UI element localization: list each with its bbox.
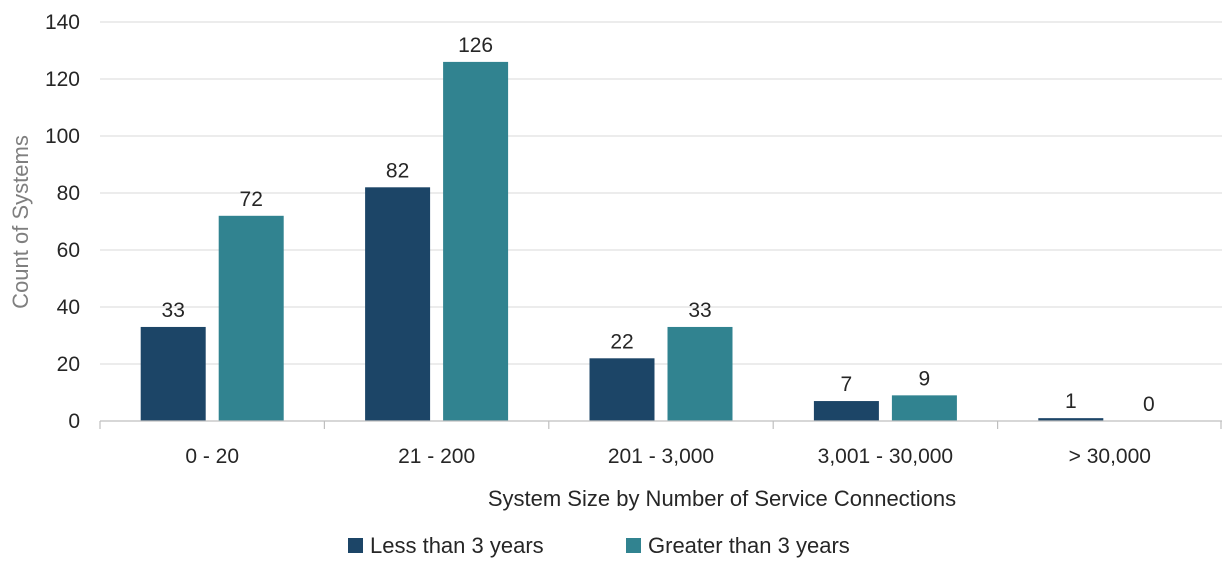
legend-swatch (626, 538, 641, 553)
y-tick-label: 80 (57, 182, 80, 205)
y-axis-title: Count of Systems (8, 135, 33, 309)
bars: 33 72 82 126 22 33 7 9 1 0 (140, 34, 1155, 422)
y-tick-label: 40 (57, 296, 80, 319)
x-tick-label: 3,001 - 30,000 (818, 445, 953, 468)
bar-series-1 (443, 61, 509, 422)
y-tick-label: 20 (57, 353, 80, 376)
x-axis-title: System Size by Number of Service Connect… (488, 486, 956, 511)
bar-series-0 (589, 358, 655, 421)
y-tick-label: 60 (57, 239, 80, 262)
bar-series-0 (140, 326, 206, 421)
x-tick-label: > 30,000 (1069, 445, 1151, 468)
data-label: 9 (919, 367, 931, 390)
y-tick-label: 120 (45, 68, 80, 91)
bar-series-0 (1038, 418, 1104, 421)
data-label: 0 (1143, 393, 1155, 416)
bar-series-1 (891, 395, 957, 421)
x-tick-label: 21 - 200 (398, 445, 475, 468)
x-axis: 0 - 20 21 - 200 201 - 3,000 3,001 - 30,000 >… (99, 420, 1222, 468)
y-tick-label: 0 (68, 410, 80, 433)
y-tick-label: 140 (45, 11, 80, 34)
data-label: 1 (1065, 390, 1077, 413)
data-label: 22 (610, 330, 633, 353)
x-tick-label: 0 - 20 (185, 445, 239, 468)
data-label: 7 (841, 373, 853, 396)
data-label: 33 (162, 299, 185, 322)
data-label: 72 (240, 188, 263, 211)
bar-series-1 (218, 215, 284, 421)
data-label: 82 (386, 159, 409, 182)
y-tick-label: 100 (45, 125, 80, 148)
legend-swatch (348, 538, 363, 553)
legend: Less than 3 years Greater than 3 years (348, 533, 850, 558)
legend-label: Greater than 3 years (648, 533, 850, 558)
bar-series-1 (667, 326, 733, 421)
gridlines (100, 21, 1222, 365)
legend-label: Less than 3 years (370, 533, 544, 558)
data-label: 33 (688, 299, 711, 322)
y-axis-ticks: 0 20 40 60 80 100 120 140 (45, 11, 80, 433)
bar-series-0 (813, 401, 879, 421)
bar-series-0 (365, 187, 431, 421)
data-label: 126 (458, 34, 493, 57)
x-tick-label: 201 - 3,000 (608, 445, 714, 468)
